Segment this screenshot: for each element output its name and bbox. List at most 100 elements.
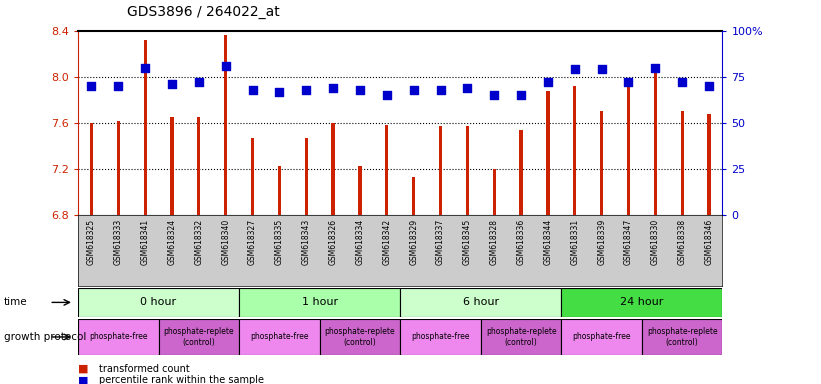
Bar: [493, 169, 496, 215]
Bar: [708, 114, 711, 215]
Point: [622, 79, 635, 85]
Text: GSM618346: GSM618346: [704, 218, 713, 265]
Text: GDS3896 / 264022_at: GDS3896 / 264022_at: [127, 5, 280, 18]
Bar: [78, 288, 239, 317]
Point: [407, 87, 420, 93]
Point: [327, 85, 340, 91]
Point: [649, 65, 662, 71]
Text: GSM618339: GSM618339: [597, 218, 606, 265]
Point: [703, 83, 716, 89]
Bar: [573, 86, 576, 215]
Text: GSM618341: GSM618341: [140, 218, 149, 265]
Text: phosphate-replete
(control): phosphate-replete (control): [324, 327, 395, 347]
Bar: [627, 87, 630, 215]
Text: 24 hour: 24 hour: [620, 297, 663, 308]
Bar: [385, 125, 388, 215]
Text: phosphate-free: phosphate-free: [411, 333, 470, 341]
Bar: [305, 138, 308, 215]
Text: GSM618343: GSM618343: [302, 218, 311, 265]
Bar: [144, 40, 147, 215]
Text: GSM618345: GSM618345: [463, 218, 472, 265]
Text: 0 hour: 0 hour: [140, 297, 177, 308]
Bar: [401, 319, 481, 355]
Text: GSM618333: GSM618333: [114, 218, 123, 265]
Point: [139, 65, 152, 71]
Text: GSM618340: GSM618340: [221, 218, 230, 265]
Text: ■: ■: [78, 364, 89, 374]
Text: GSM618334: GSM618334: [355, 218, 365, 265]
Text: GSM618342: GSM618342: [383, 218, 392, 265]
Point: [380, 92, 393, 98]
Bar: [562, 319, 642, 355]
Point: [488, 92, 501, 98]
Text: GSM618336: GSM618336: [516, 218, 525, 265]
Text: GSM618329: GSM618329: [409, 218, 418, 265]
Text: phosphate-free: phosphate-free: [250, 333, 309, 341]
Bar: [319, 319, 401, 355]
Point: [300, 87, 313, 93]
Text: GSM618326: GSM618326: [328, 218, 337, 265]
Text: ■: ■: [78, 375, 89, 384]
Bar: [600, 111, 603, 215]
Text: GSM618347: GSM618347: [624, 218, 633, 265]
Point: [219, 63, 232, 69]
Point: [273, 88, 286, 94]
Point: [595, 66, 608, 73]
Bar: [78, 319, 158, 355]
Text: phosphate-free: phosphate-free: [89, 333, 148, 341]
Bar: [546, 91, 549, 215]
Bar: [681, 111, 684, 215]
Text: percentile rank within the sample: percentile rank within the sample: [99, 375, 264, 384]
Point: [165, 81, 178, 87]
Bar: [562, 288, 722, 317]
Bar: [466, 126, 469, 215]
Point: [353, 87, 366, 93]
Bar: [520, 130, 523, 215]
Bar: [89, 123, 93, 215]
Text: time: time: [4, 297, 28, 308]
Bar: [412, 177, 415, 215]
Point: [246, 87, 259, 93]
Point: [568, 66, 581, 73]
Text: GSM618335: GSM618335: [275, 218, 284, 265]
Text: phosphate-replete
(control): phosphate-replete (control): [486, 327, 557, 347]
Bar: [171, 117, 173, 215]
Text: GSM618327: GSM618327: [248, 218, 257, 265]
Bar: [277, 166, 281, 215]
Text: GSM618344: GSM618344: [544, 218, 553, 265]
Bar: [251, 138, 255, 215]
Text: GSM618338: GSM618338: [677, 218, 686, 265]
Text: growth protocol: growth protocol: [4, 332, 86, 342]
Text: GSM618331: GSM618331: [571, 218, 580, 265]
Text: GSM618330: GSM618330: [651, 218, 660, 265]
Text: GSM618332: GSM618332: [195, 218, 204, 265]
Bar: [332, 123, 335, 215]
Text: GSM618324: GSM618324: [167, 218, 177, 265]
Point: [676, 79, 689, 85]
Bar: [224, 35, 227, 215]
Bar: [239, 288, 401, 317]
Point: [112, 83, 125, 89]
Bar: [197, 117, 200, 215]
Bar: [642, 319, 722, 355]
Point: [434, 87, 447, 93]
Point: [515, 92, 528, 98]
Point: [192, 79, 205, 85]
Text: GSM618328: GSM618328: [489, 218, 498, 265]
Text: phosphate-replete
(control): phosphate-replete (control): [647, 327, 718, 347]
Text: GSM618337: GSM618337: [436, 218, 445, 265]
Text: 6 hour: 6 hour: [463, 297, 499, 308]
Bar: [358, 166, 361, 215]
Text: phosphate-free: phosphate-free: [572, 333, 631, 341]
Text: GSM618325: GSM618325: [87, 218, 96, 265]
Point: [541, 79, 554, 85]
Bar: [439, 126, 443, 215]
Bar: [239, 319, 319, 355]
Point: [85, 83, 98, 89]
Text: phosphate-replete
(control): phosphate-replete (control): [163, 327, 234, 347]
Bar: [117, 121, 120, 215]
Text: transformed count: transformed count: [99, 364, 190, 374]
Point: [461, 85, 474, 91]
Text: 1 hour: 1 hour: [301, 297, 337, 308]
Bar: [401, 288, 562, 317]
